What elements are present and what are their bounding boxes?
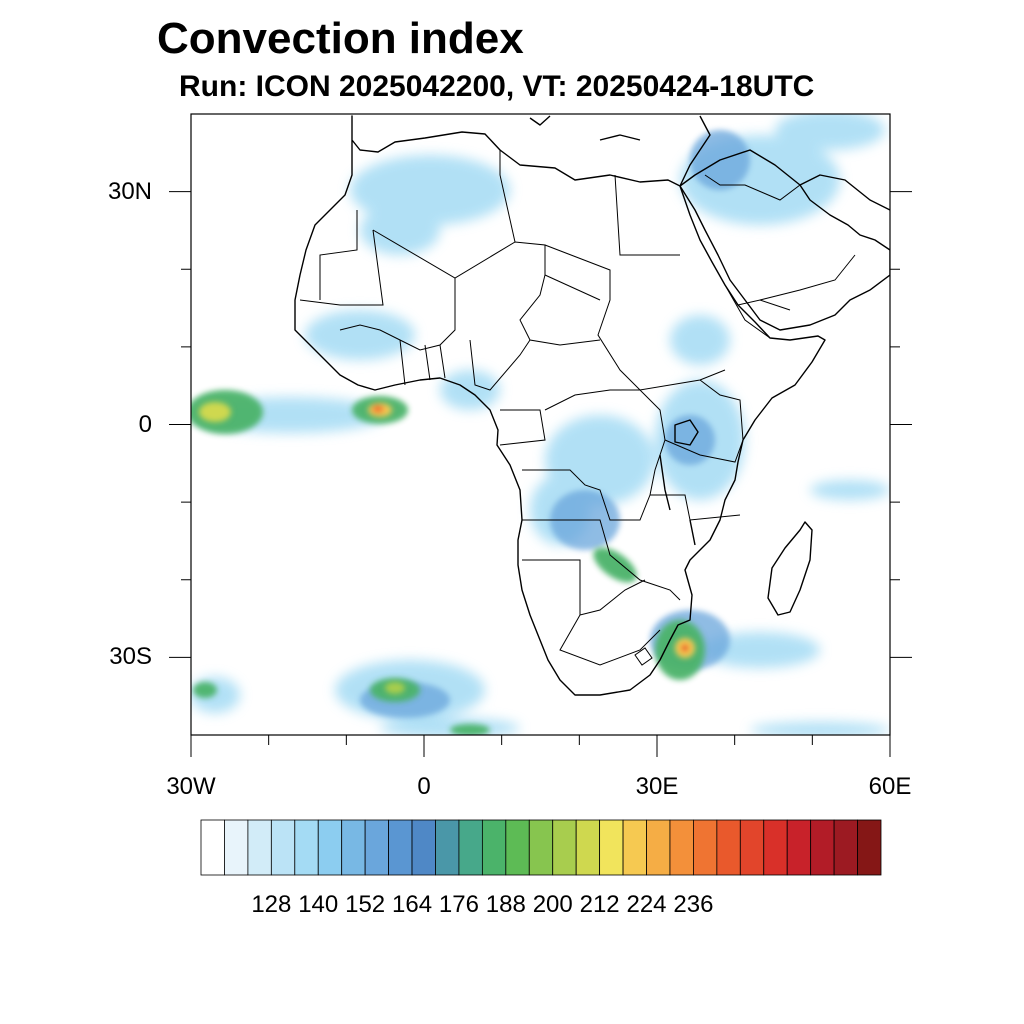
lake-tanganyika xyxy=(659,454,671,511)
colorbar-swatch xyxy=(247,819,272,876)
lake-victoria xyxy=(674,419,699,446)
convection-patch-ethiopia xyxy=(670,315,730,365)
colorbar-swatch xyxy=(294,819,319,876)
colorbar-swatch xyxy=(552,819,577,876)
colorbar-swatch xyxy=(388,819,413,876)
convection-green-south-edge xyxy=(450,724,490,735)
convection-patch-west-africa xyxy=(305,310,415,360)
colorbar-swatch xyxy=(716,819,741,876)
colorbar-tick-label: 224 xyxy=(626,891,666,918)
convection-patch-south-indian xyxy=(700,632,820,668)
x-tick-label: 30W xyxy=(166,773,216,800)
convection-patch-turkey xyxy=(775,114,885,150)
colorbar-swatch xyxy=(528,819,554,876)
convection-patch-nigeria xyxy=(440,370,500,410)
colorbar-swatch xyxy=(481,819,507,876)
colorbar-swatch xyxy=(833,819,858,876)
chart-subtitle: Run: ICON 2025042200, VT: 20250424-18UTC xyxy=(179,70,815,103)
colorbar-swatch xyxy=(599,819,624,876)
colorbar-swatch xyxy=(622,819,647,876)
africa-coastline xyxy=(294,115,826,696)
colorbar-tick-label: 188 xyxy=(486,891,526,918)
x-tick-label: 30E xyxy=(635,773,679,800)
x-tick-label: 0 xyxy=(417,773,431,800)
convection-field xyxy=(191,114,890,735)
colorbar: 128 140 152 164 176 188 200 212 224 236 xyxy=(200,819,882,918)
convection-peak-south-atlantic xyxy=(385,682,405,694)
colorbar-swatch xyxy=(857,819,882,876)
map-frame xyxy=(169,113,912,757)
convection-patch-sahara xyxy=(360,205,440,255)
colorbar-swatch xyxy=(646,819,671,876)
colorbar-tick-label: 212 xyxy=(580,891,620,918)
y-tick-label: 30S xyxy=(109,643,152,671)
mediterranean-north-coast xyxy=(529,115,711,187)
colorbar-swatch xyxy=(341,819,366,876)
convection-patch-indian-ocean xyxy=(810,480,890,500)
colorbar-swatch xyxy=(786,819,812,876)
colorbar-swatch xyxy=(575,819,601,876)
convection-patch-se-edge xyxy=(750,722,890,735)
lake-malawi xyxy=(689,519,696,546)
convection-peak-guinea-core xyxy=(372,405,384,413)
colorbar-swatch xyxy=(411,819,436,876)
arabia-coastline xyxy=(679,149,890,331)
convection-green-sw-corner xyxy=(193,682,217,698)
convection-core-east-africa xyxy=(665,415,715,465)
colorbar-tick-label: 200 xyxy=(533,891,573,918)
colorbar-tick-label: 164 xyxy=(392,891,432,918)
colorbar-tick-label: 176 xyxy=(439,891,479,918)
colorbar-tick-label: 152 xyxy=(345,891,385,918)
colorbar-swatch xyxy=(505,819,530,876)
chart-title: Convection index xyxy=(157,14,524,63)
colorbar-swatch xyxy=(810,819,835,876)
colorbar-tick-label: 236 xyxy=(673,891,713,918)
madagascar-coastline xyxy=(767,521,813,616)
colorbar-swatch xyxy=(317,819,343,876)
y-tick-label: 30N xyxy=(107,177,152,205)
colorbar-swatch xyxy=(669,819,694,876)
country-borders xyxy=(299,150,856,666)
colorbar-swatch xyxy=(224,819,249,876)
coastlines xyxy=(294,115,890,696)
colorbar-swatch xyxy=(270,819,296,876)
colorbar-swatch xyxy=(763,819,788,876)
colorbar-tick-label: 128 xyxy=(251,891,291,918)
colorbar-swatch xyxy=(364,819,389,876)
y-tick-label: 0 xyxy=(138,410,152,438)
convection-green-malawi xyxy=(593,547,637,583)
x-tick-label: 60E xyxy=(868,773,912,800)
colorbar-swatch xyxy=(693,819,718,876)
colorbar-swatch xyxy=(435,819,460,876)
convection-peak-natal-core xyxy=(681,644,689,652)
colorbar-tick-label: 140 xyxy=(298,891,338,918)
convection-peak-atlantic xyxy=(199,402,231,422)
colorbar-swatch xyxy=(458,819,483,876)
colorbar-swatch xyxy=(739,819,765,876)
colorbar-swatch xyxy=(200,819,225,876)
persian-gulf-coast xyxy=(799,174,890,211)
